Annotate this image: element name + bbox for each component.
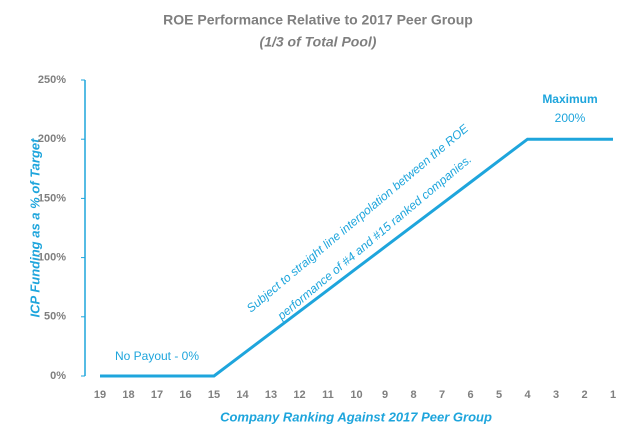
x-tick-label: 14 [236,389,249,401]
x-tick-label: 15 [208,389,220,401]
annotation: 200% [555,111,586,125]
x-tick-label: 12 [293,389,305,401]
y-tick-label: 200% [38,133,66,145]
x-tick-label: 8 [410,389,416,401]
annotation: Maximum [542,92,597,106]
annotation: performance of #4 and #15 ranked compani… [274,152,474,323]
x-tick-label: 18 [122,389,134,401]
annotation: No Payout - 0% [115,349,199,363]
y-tick-label: 0% [50,370,66,382]
y-tick-label: 100% [38,252,66,264]
x-tick-label: 13 [265,389,277,401]
x-tick-label: 2 [581,389,587,401]
line [100,137,613,378]
chart-subtitle: (1/3 of Total Pool) [260,34,377,50]
x-tick-label: 4 [524,389,531,401]
y-tick-label: 150% [38,192,66,204]
x-tick-label: 7 [439,389,445,401]
y-tick-label: 250% [38,74,66,86]
x-tick-label: 10 [350,389,362,401]
x-tick-label: 11 [322,389,334,401]
x-tick-label: 9 [382,389,388,401]
x-tick-label: 17 [151,389,163,401]
y-axis-label: ICP Funding as a % of Target [27,138,42,318]
x-tick-label: 6 [467,389,473,401]
annotation: Subject to straight line interpolation b… [244,121,472,315]
x-tick-label: 1 [610,389,616,401]
x-tick-label: 5 [496,389,502,401]
chart-title: ROE Performance Relative to 2017 Peer Gr… [163,12,473,28]
x-tick-label: 3 [553,389,559,401]
y-tick-label: 50% [44,311,66,323]
x-tick-label: 19 [94,389,106,401]
x-axis-label: Company Ranking Against 2017 Peer Group [220,409,492,424]
x-tick-label: 16 [179,389,191,401]
